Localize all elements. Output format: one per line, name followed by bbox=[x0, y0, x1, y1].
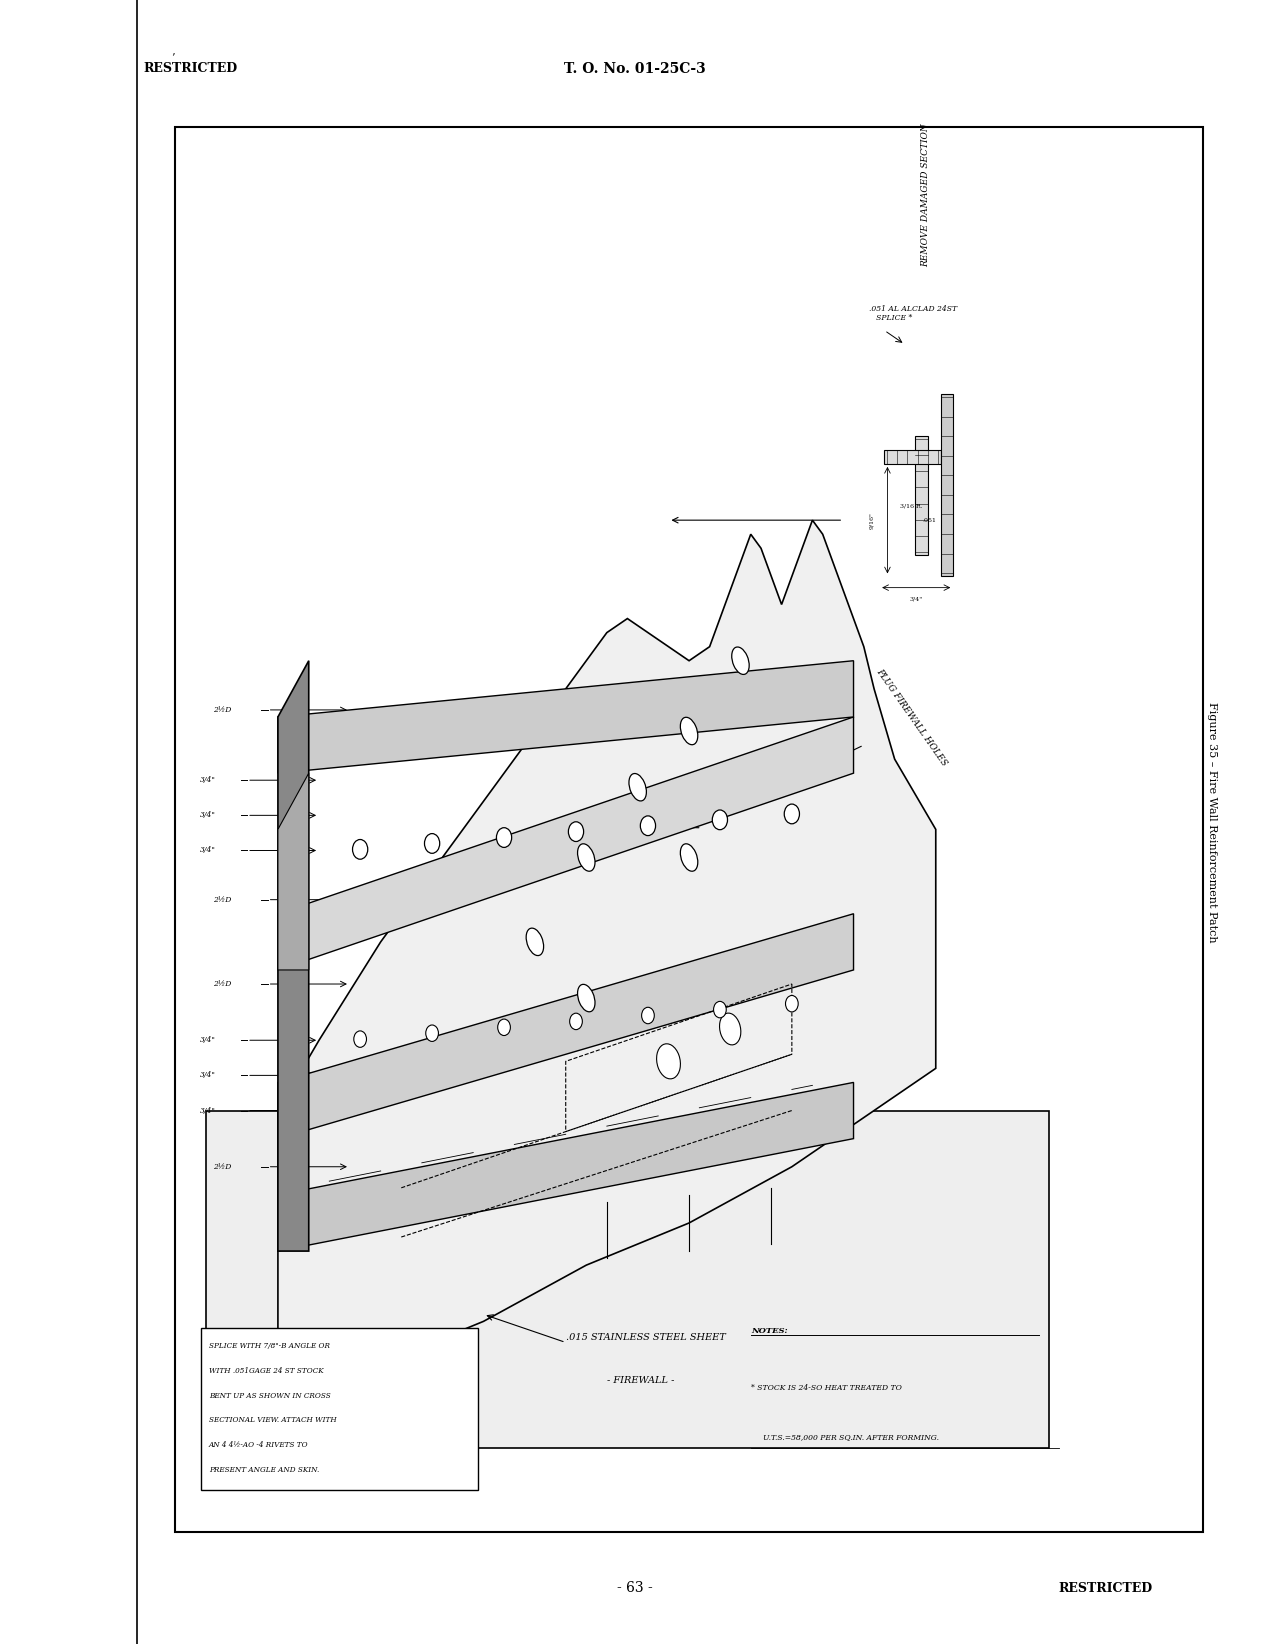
Ellipse shape bbox=[680, 843, 698, 871]
Circle shape bbox=[424, 834, 439, 853]
Circle shape bbox=[426, 1024, 439, 1041]
Text: 3/16 R.: 3/16 R. bbox=[900, 503, 923, 508]
Circle shape bbox=[642, 1008, 655, 1024]
Circle shape bbox=[353, 840, 368, 860]
Text: .051: .051 bbox=[923, 518, 937, 523]
Text: U.T.S.=58,000 PER SQ.IN. AFTER FORMING.: U.T.S.=58,000 PER SQ.IN. AFTER FORMING. bbox=[763, 1434, 939, 1440]
Bar bbox=[201, 1328, 478, 1489]
Ellipse shape bbox=[527, 929, 543, 955]
Bar bbox=[915, 436, 928, 556]
Text: REMOVE DAMAGED SECTION: REMOVE DAMAGED SECTION bbox=[921, 123, 930, 268]
Text: .015 STAINLESS STEEL SHEET: .015 STAINLESS STEEL SHEET bbox=[566, 1333, 726, 1343]
Text: 2½D: 2½D bbox=[213, 896, 232, 904]
Text: RESTRICTED: RESTRICTED bbox=[1058, 1582, 1152, 1595]
Text: 2½D: 2½D bbox=[213, 705, 232, 713]
Text: SPLICE WITH 7/8"-B ANGLE OR: SPLICE WITH 7/8"-B ANGLE OR bbox=[209, 1342, 330, 1350]
Circle shape bbox=[784, 804, 799, 824]
Ellipse shape bbox=[656, 1044, 680, 1078]
Polygon shape bbox=[278, 661, 854, 773]
Polygon shape bbox=[278, 914, 854, 1139]
Text: BENT UP AS SHOWN IN CROSS: BENT UP AS SHOWN IN CROSS bbox=[209, 1391, 331, 1399]
Text: 9/16": 9/16" bbox=[869, 511, 874, 529]
Polygon shape bbox=[278, 1082, 854, 1251]
Polygon shape bbox=[278, 661, 308, 1251]
Text: SECTIONAL VIEW. ATTACH WITH: SECTIONAL VIEW. ATTACH WITH bbox=[209, 1417, 336, 1424]
Text: RESTRICTED: RESTRICTED bbox=[143, 62, 237, 76]
Text: T. O. No. 01-25C-3: T. O. No. 01-25C-3 bbox=[563, 62, 706, 77]
Text: PLUG FIREWALL HOLES: PLUG FIREWALL HOLES bbox=[874, 667, 948, 768]
Text: WITH .051GAGE 24 ST STOCK: WITH .051GAGE 24 ST STOCK bbox=[209, 1366, 324, 1374]
Circle shape bbox=[496, 827, 511, 847]
Text: PRESENT ANGLE AND SKIN.: PRESENT ANGLE AND SKIN. bbox=[209, 1466, 320, 1475]
Circle shape bbox=[712, 810, 727, 830]
Ellipse shape bbox=[629, 773, 646, 801]
Text: - FIREWALL -: - FIREWALL - bbox=[607, 1376, 674, 1384]
Text: 3/4": 3/4" bbox=[201, 1106, 216, 1115]
Ellipse shape bbox=[720, 1013, 741, 1046]
Polygon shape bbox=[278, 520, 935, 1406]
Ellipse shape bbox=[577, 843, 595, 871]
Text: 3/4": 3/4" bbox=[201, 847, 216, 855]
Circle shape bbox=[786, 996, 798, 1013]
Ellipse shape bbox=[732, 648, 749, 674]
Bar bbox=[884, 450, 940, 464]
Text: ’: ’ bbox=[171, 53, 175, 62]
Text: * STOCK IS 24-SO HEAT TREATED TO: * STOCK IS 24-SO HEAT TREATED TO bbox=[751, 1384, 901, 1391]
Bar bbox=[175, 127, 1203, 1532]
Circle shape bbox=[569, 822, 584, 842]
Polygon shape bbox=[278, 773, 308, 970]
Polygon shape bbox=[278, 717, 854, 970]
Circle shape bbox=[570, 1013, 582, 1029]
Text: NOTES:: NOTES: bbox=[751, 1327, 787, 1335]
Circle shape bbox=[641, 815, 656, 835]
Text: Figure 35 – Fire Wall Reinforcement Patch: Figure 35 – Fire Wall Reinforcement Patc… bbox=[1207, 702, 1217, 942]
Circle shape bbox=[497, 1019, 510, 1036]
Text: 3/4": 3/4" bbox=[201, 1036, 216, 1044]
Text: - 63 -: - 63 - bbox=[617, 1580, 652, 1595]
Text: 3/4": 3/4" bbox=[910, 597, 923, 602]
Circle shape bbox=[713, 1001, 726, 1018]
Ellipse shape bbox=[577, 985, 595, 1011]
Bar bbox=[940, 393, 953, 577]
Ellipse shape bbox=[680, 717, 698, 745]
Text: AN 4 4½-AO -4 RIVETS TO: AN 4 4½-AO -4 RIVETS TO bbox=[209, 1442, 308, 1450]
Circle shape bbox=[354, 1031, 367, 1047]
Text: 3/4": 3/4" bbox=[201, 1072, 216, 1080]
Text: .051 AL ALCLAD 24ST
   SPLICE *: .051 AL ALCLAD 24ST SPLICE * bbox=[869, 306, 957, 322]
Text: 3/4": 3/4" bbox=[201, 776, 216, 784]
Text: 2½D: 2½D bbox=[213, 980, 232, 988]
Text: 3/4": 3/4" bbox=[201, 812, 216, 819]
Polygon shape bbox=[206, 1111, 1048, 1448]
Text: 2½D: 2½D bbox=[213, 1162, 232, 1171]
